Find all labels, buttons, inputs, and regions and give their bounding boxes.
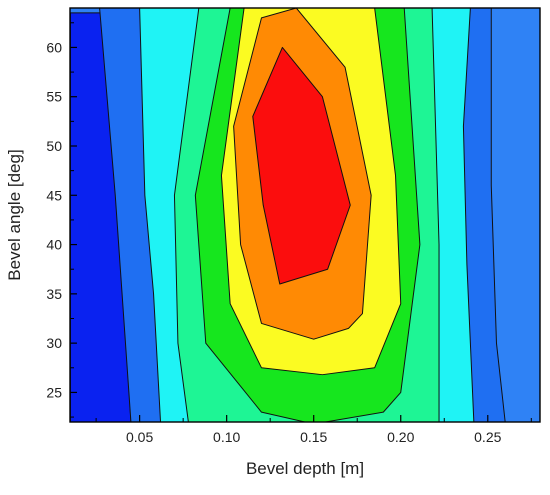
- x-tick-label: 0.20: [387, 429, 414, 445]
- y-tick-label: 55: [46, 89, 62, 105]
- y-tick-label: 30: [46, 335, 62, 351]
- x-tick-label: 0.15: [300, 429, 327, 445]
- x-tick-label: 0.05: [126, 429, 153, 445]
- x-axis-title: Bevel depth [m]: [246, 459, 364, 478]
- y-tick-label: 25: [46, 384, 62, 400]
- y-tick-label: 45: [46, 187, 62, 203]
- y-axis: 25 30 35 40 45 50 55 60: [46, 22, 77, 418]
- y-tick-label: 50: [46, 138, 62, 154]
- x-axis: 0.05 0.10 0.15 0.20 0.25: [95, 415, 532, 445]
- x-tick-label: 0.25: [474, 429, 501, 445]
- contour-level-8: [252, 46, 351, 285]
- y-tick-label: 35: [46, 286, 62, 302]
- y-tick-label: 60: [46, 39, 62, 55]
- plot-frame: [69, 7, 541, 423]
- x-tick-label: 0.10: [213, 429, 240, 445]
- contour-bands: [70, 8, 540, 422]
- y-tick-label: 40: [46, 237, 62, 253]
- y-axis-title: Bevel angle [deg]: [5, 149, 24, 280]
